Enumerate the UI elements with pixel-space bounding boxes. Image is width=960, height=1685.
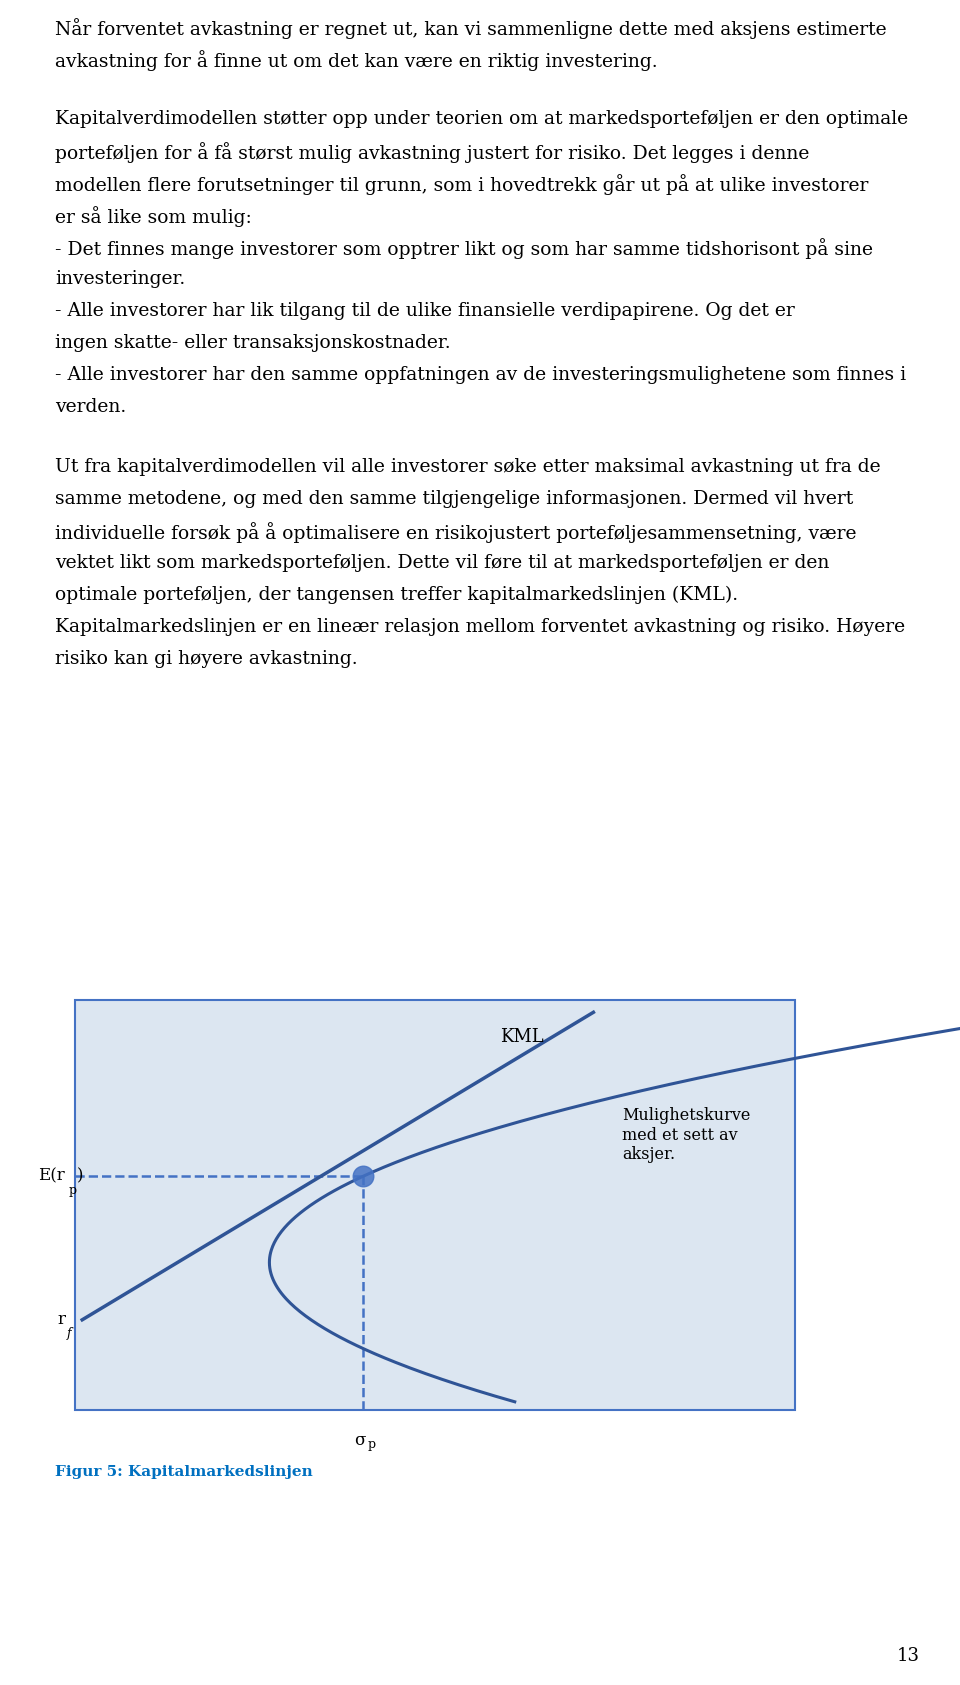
Text: - Alle investorer har lik tilgang til de ulike finansielle verdipapirene. Og det: - Alle investorer har lik tilgang til de… [55,302,795,320]
Text: ingen skatte- eller transaksjonskostnader.: ingen skatte- eller transaksjonskostnade… [55,334,450,352]
Text: investeringer.: investeringer. [55,270,185,288]
Text: Ut fra kapitalverdimodellen vil alle investorer søke etter maksimal avkastning u: Ut fra kapitalverdimodellen vil alle inv… [55,458,880,475]
Text: optimale porteføljen, der tangensen treffer kapitalmarkedslinjen (KML).: optimale porteføljen, der tangensen tref… [55,586,738,605]
Text: - Det finnes mange investorer som opptrer likt og som har samme tidshorisont på : - Det finnes mange investorer som opptre… [55,238,873,259]
Point [355,1163,371,1190]
Text: samme metodene, og med den samme tilgjengelige informasjonen. Dermed vil hvert: samme metodene, og med den samme tilgjen… [55,490,853,507]
Text: Når forventet avkastning er regnet ut, kan vi sammenligne dette med aksjens esti: Når forventet avkastning er regnet ut, k… [55,19,887,39]
Text: - Alle investorer har den samme oppfatningen av de investeringsmulighetene som f: - Alle investorer har den samme oppfatni… [55,366,906,384]
Text: ): ) [77,1168,84,1185]
Text: KML: KML [500,1028,543,1046]
Text: risiko kan gi høyere avkastning.: risiko kan gi høyere avkastning. [55,650,358,667]
Text: p: p [69,1185,77,1198]
Text: Kapitalverdimodellen støtter opp under teorien om at markedsporteføljen er den o: Kapitalverdimodellen støtter opp under t… [55,110,908,128]
Text: Mulighetskurve
med et sett av
aksjer.: Mulighetskurve med et sett av aksjer. [622,1107,751,1163]
Text: verden.: verden. [55,398,127,416]
Text: vektet likt som markedsporteføljen. Dette vil føre til at markedsporteføljen er : vektet likt som markedsporteføljen. Dett… [55,554,829,571]
Text: p: p [368,1437,376,1451]
Text: Figur 5: Kapitalmarkedslinjen: Figur 5: Kapitalmarkedslinjen [55,1464,313,1479]
Text: E(r: E(r [38,1168,65,1185]
Text: σ: σ [354,1432,366,1449]
Text: r: r [57,1311,65,1328]
Text: modellen flere forutsetninger til grunn, som i hovedtrekk går ut på at ulike inv: modellen flere forutsetninger til grunn,… [55,174,869,195]
Text: individuelle forsøk på å optimalisere en risikojustert porteføljesammensetning, : individuelle forsøk på å optimalisere en… [55,522,856,543]
Text: porteføljen for å få størst mulig avkastning justert for risiko. Det legges i de: porteføljen for å få størst mulig avkast… [55,142,809,163]
Text: f: f [67,1326,72,1340]
Text: er så like som mulig:: er så like som mulig: [55,206,252,227]
Text: avkastning for å finne ut om det kan være en riktig investering.: avkastning for å finne ut om det kan vær… [55,51,658,71]
Bar [75,999,795,1410]
Text: 13: 13 [897,1646,920,1665]
Text: Kapitalmarkedslinjen er en lineær relasjon mellom forventet avkastning og risiko: Kapitalmarkedslinjen er en lineær relasj… [55,618,905,635]
